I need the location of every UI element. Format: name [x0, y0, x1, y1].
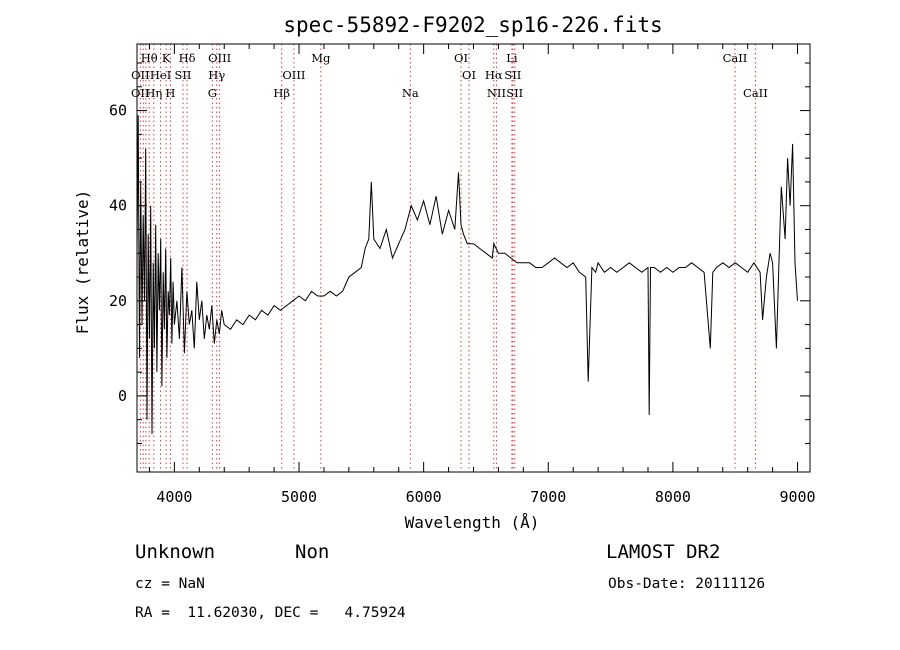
x-tick-label: 6000	[406, 488, 442, 506]
spectral-line-markers	[139, 44, 756, 472]
y-tick-label: 40	[109, 197, 127, 215]
spectral-line-label: K	[162, 51, 171, 65]
x-tick-label: 8000	[655, 488, 691, 506]
y-tick-label: 60	[109, 102, 127, 120]
survey-name: LAMOST DR2	[606, 541, 721, 563]
spectral-line-label: Li	[506, 51, 518, 65]
axis-ticks	[137, 44, 810, 472]
spectral-line-label: CaII	[743, 86, 768, 100]
spectrum-chart: spec-55892-F9202_sp16-226.fits Hθ K Hδ OIII…	[73, 13, 816, 532]
spectral-line-label: Hβ	[273, 86, 290, 100]
spectral-line-label: SII	[506, 86, 523, 100]
x-tick-label: 5000	[281, 488, 317, 506]
x-tick-label: 7000	[530, 488, 566, 506]
plot-frame	[136, 43, 811, 473]
y-tick-label: 20	[109, 292, 127, 310]
flux-series-line	[136, 115, 798, 435]
spectral-line-label: CaII	[723, 51, 748, 65]
spectral-line-label: OII	[131, 68, 150, 82]
coordinates: RA = 11.62030, DEC = 4.75924	[135, 605, 406, 621]
spectral-line-label: Mg	[311, 51, 331, 65]
spectral-line-label: G	[208, 86, 217, 100]
object-class: Unknown	[135, 541, 216, 563]
y-tick-labels: 0 20 40 60	[109, 102, 127, 405]
spectral-line-label: OIII	[208, 51, 231, 65]
y-axis-label: Flux (relative)	[73, 190, 92, 335]
spectral-line-label: Hα	[485, 68, 503, 82]
spectral-line-label: Hγ	[208, 68, 225, 82]
spectral-line-label: NII	[487, 86, 506, 100]
spectral-line-label: Hη	[145, 86, 162, 100]
spectral-line-label: SII	[175, 68, 192, 82]
y-tick-label: 0	[118, 387, 127, 405]
spectral-line-label: Na	[402, 86, 419, 100]
x-tick-labels: 4000 5000 6000 7000 8000 9000	[156, 488, 815, 506]
spectral-line-label: SII	[504, 68, 521, 82]
spectral-line-label: OI	[462, 68, 476, 82]
spectral-line-label: OIII	[282, 68, 305, 82]
spectral-line-label: Hδ	[179, 51, 196, 65]
spectral-line-label: OII	[131, 86, 150, 100]
object-subclass: Non	[295, 541, 330, 563]
observation-date: Obs-Date: 20111126	[608, 576, 766, 592]
x-tick-label: 4000	[156, 488, 192, 506]
redshift-cz: cz = NaN	[135, 576, 205, 592]
spectral-line-label: Hθ	[141, 51, 158, 65]
x-axis-label: Wavelength (Å)	[405, 513, 540, 532]
x-tick-label: 9000	[779, 488, 815, 506]
chart-title: spec-55892-F9202_sp16-226.fits	[283, 13, 662, 37]
spectral-line-label: H	[165, 86, 175, 100]
spectral-line-label: OI	[454, 51, 468, 65]
spectral-line-label: HeI	[150, 68, 171, 82]
